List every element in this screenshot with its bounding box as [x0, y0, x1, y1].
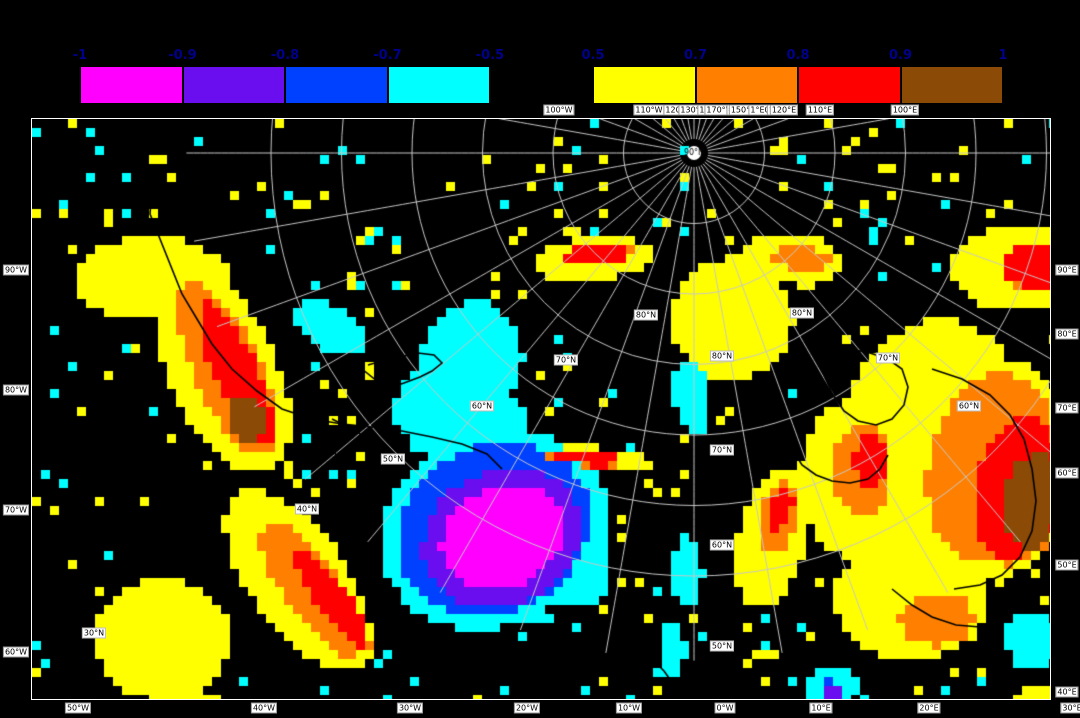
gridline-label-1: 80°N — [789, 307, 815, 319]
gridline-label-2: 80°N — [709, 350, 735, 362]
polar-stereographic-correlation-map: 80°N 80°N 80°N 70°N 70°N 70°N 60°N 60°N 60°N 50°N… — [31, 118, 1051, 700]
gridline-label-9: 50°N — [380, 453, 406, 465]
negative-colorbar-swatches — [80, 66, 490, 104]
negative-colorbar-swatch-3 — [387, 66, 490, 104]
axis-label-top-12: 100°E — [890, 104, 920, 116]
axis-label-bottom-5: 0°W — [714, 702, 736, 714]
gridline-label-6: 60°N — [469, 400, 495, 412]
axis-label-right-5: 40°E — [1055, 686, 1079, 698]
gridline-label-8: 60°N — [709, 539, 735, 551]
negative-colorbar-tick-0: -1 — [72, 48, 88, 63]
positive-colorbar-tick-3: 0.9 — [888, 48, 913, 63]
axis-label-bottom-0: 50°W — [64, 702, 92, 714]
gridline-label-11: 50°N — [709, 640, 735, 652]
axis-label-left-0: 90°W — [2, 264, 30, 276]
positive-colorbar-swatch-3 — [900, 66, 1003, 104]
axis-label-left-1: 80°W — [2, 384, 30, 396]
axis-label-top-10: 120°E — [769, 104, 799, 116]
negative-colorbar-swatch-1 — [182, 66, 285, 104]
gridline-label-7: 60°N — [956, 400, 982, 412]
gridline-label-3: 70°N — [553, 354, 579, 366]
axis-label-bottom-4: 10°W — [615, 702, 643, 714]
axis-label-right-4: 50°E — [1055, 559, 1079, 571]
axis-label-left-2: 70°W — [2, 504, 30, 516]
axis-label-top-11: 110°E — [805, 104, 835, 116]
positive-colorbar-swatch-1 — [695, 66, 798, 104]
axis-label-right-3: 60°E — [1055, 467, 1079, 479]
positive-colorbar-tick-2: 0.8 — [786, 48, 810, 63]
positive-colorbar-swatches — [593, 66, 1003, 104]
positive-colorbar-swatch-0 — [593, 66, 696, 104]
axis-label-bottom-7: 20°E — [917, 702, 941, 714]
gridline-label-4: 70°N — [875, 352, 901, 364]
axis-label-bottom-6: 10°E — [809, 702, 833, 714]
axis-label-right-1: 80°E — [1055, 328, 1079, 340]
negative-colorbar-tick-3: -0.7 — [373, 48, 402, 63]
positive-colorbar-tick-1: 0.7 — [683, 48, 708, 63]
axis-label-bottom-3: 20°W — [513, 702, 541, 714]
axis-label-right-0: 90°E — [1055, 264, 1079, 276]
negative-colorbar-tick-2: -0.8 — [270, 48, 300, 63]
gridline-label-5: 70°N — [709, 444, 735, 456]
negative-colorbar-tick-1: -0.9 — [168, 48, 197, 63]
axis-label-right-2: 70°E — [1055, 402, 1079, 414]
axis-label-top-1: 110°W — [633, 104, 665, 116]
axis-label-bottom-8: 30°E — [1060, 702, 1080, 714]
positive-colorbar-tick-4: 1 — [998, 48, 1008, 63]
axis-label-bottom-1: 40°W — [250, 702, 278, 714]
positive-colorbar-swatch-2 — [798, 66, 901, 104]
gridline-label-12: 40°N — [294, 503, 320, 515]
positive-colorbar-tick-0: 0.5 — [581, 48, 605, 63]
map-canvas — [32, 119, 1050, 699]
axis-label-bottom-2: 30°W — [396, 702, 424, 714]
axis-label-left-3: 60°W — [2, 646, 30, 658]
axis-label-top-0: 100°W — [543, 104, 575, 116]
negative-colorbar-swatch-2 — [285, 66, 388, 104]
gridline-label-16: 30°N — [81, 627, 107, 639]
negative-colorbar-swatch-0 — [80, 66, 183, 104]
gridline-label-0: 80°N — [633, 309, 659, 321]
negative-colorbar-tick-4: -0.5 — [475, 48, 505, 63]
